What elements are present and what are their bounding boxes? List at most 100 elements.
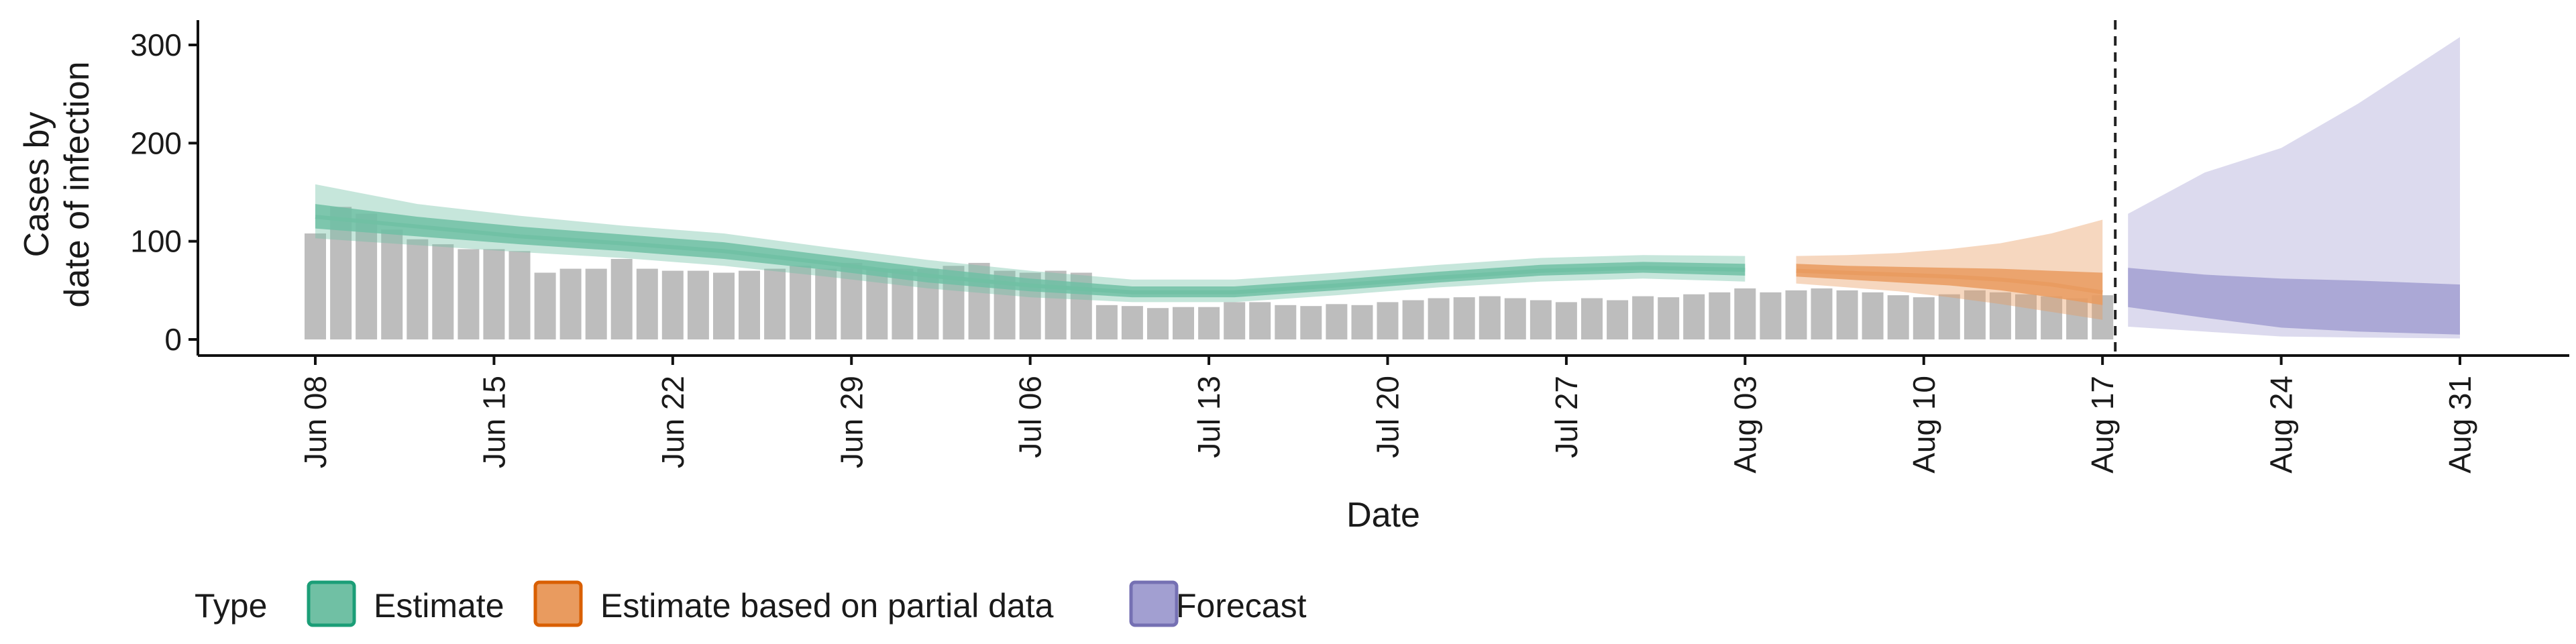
reported-cases-bar <box>1887 295 1909 339</box>
legend-key-estimate <box>307 580 356 627</box>
reported-cases-bar <box>1121 306 1143 339</box>
reported-cases-bar <box>1964 290 1986 339</box>
x-tick-label: Jul 27 <box>1549 376 1584 458</box>
reported-cases-bar <box>1377 302 1399 339</box>
legend-title: Type <box>195 587 267 625</box>
x-tick-label: Jul 20 <box>1371 376 1405 458</box>
reported-cases-bar <box>790 266 812 340</box>
reported-cases-bar <box>1275 305 1297 339</box>
reported-cases-bar <box>739 270 760 339</box>
reported-cases-bar <box>381 229 403 339</box>
reported-cases-bar <box>1632 296 1654 339</box>
reported-cases-bar <box>687 270 709 339</box>
reported-cases-bar <box>636 268 658 339</box>
reported-cases-bar <box>1249 302 1271 339</box>
y-tick-label: 100 <box>130 224 182 259</box>
reported-cases-bar <box>866 268 888 339</box>
x-tick-label: Jun 15 <box>476 376 511 468</box>
forecast-band-50 <box>2128 268 2460 335</box>
y-tick-label: 0 <box>164 322 182 357</box>
x-axis-title: Date <box>1346 496 1420 535</box>
reported-cases-bar <box>815 268 837 339</box>
x-tick-label: Aug 17 <box>2085 376 2120 474</box>
reported-cases-bar <box>1760 292 1782 339</box>
legend-key-partial-estimate <box>533 580 583 627</box>
reported-cases-bar <box>1938 294 1960 339</box>
reported-cases-bar <box>483 249 505 339</box>
reported-cases-bars <box>305 207 2114 340</box>
x-tick-label: Aug 03 <box>1727 376 1762 474</box>
reported-cases-bar <box>1147 308 1169 339</box>
reported-cases-bar <box>508 251 531 339</box>
reported-cases-bar <box>1453 297 1475 339</box>
x-tick-label: Aug 10 <box>1907 376 1941 474</box>
reported-cases-bar <box>534 272 556 339</box>
partial-estimate-median-line <box>1796 268 2103 294</box>
estimate-band-50 <box>315 204 1746 298</box>
estimate-median-line <box>315 215 1746 294</box>
reported-cases-bar <box>1989 292 2011 339</box>
reported-cases-bar <box>458 249 480 339</box>
reported-cases-bar <box>1173 307 1194 339</box>
reported-cases-bar <box>1224 302 1246 339</box>
reported-cases-bar <box>1402 300 1424 339</box>
estimate-bands <box>315 37 2460 339</box>
axes: 0 100 200 300 Jun 08 Jun 15 Jun 22 Jun 29 Jul 06… <box>130 20 2569 474</box>
reported-cases-bar <box>585 268 607 339</box>
reported-cases-bar <box>1658 297 1680 339</box>
reported-cases-bar <box>1709 292 1731 339</box>
reported-cases-bar <box>2041 296 2063 339</box>
reported-cases-bar <box>1836 290 1858 339</box>
x-tick-label: Jul 06 <box>1013 376 1048 458</box>
reported-cases-bar <box>1607 300 1629 339</box>
reported-cases-bar <box>1095 305 1118 339</box>
reported-cases-bar <box>1555 302 1577 339</box>
x-tick-label: Jul 13 <box>1191 376 1226 458</box>
y-axis-title-line-2: date of infection <box>58 61 97 307</box>
reported-cases-bar <box>892 268 914 339</box>
reported-cases-bar <box>661 270 684 339</box>
reported-cases-bar <box>356 213 378 339</box>
reported-cases-bar <box>559 268 582 339</box>
legend-key-forecast <box>1129 580 1179 627</box>
x-tick-label: Aug 31 <box>2443 376 2477 474</box>
y-axis-title-line-1: Cases by <box>17 112 56 258</box>
reported-cases-bar <box>1785 290 1807 339</box>
reported-cases-bar <box>1428 298 1450 339</box>
reported-cases-bar <box>841 262 863 339</box>
reported-cases-bar <box>1734 288 1756 339</box>
reported-cases-bar <box>1351 305 1373 339</box>
reported-cases-bar <box>2066 298 2088 339</box>
reported-cases-bar <box>1913 297 1935 339</box>
x-tick-label: Jun 08 <box>298 376 333 468</box>
reported-cases-bar <box>1862 292 1884 339</box>
forecast-band-90 <box>2128 37 2460 339</box>
reported-cases-bar <box>1326 304 1348 339</box>
reported-cases-bar <box>432 244 454 339</box>
y-tick-label: 300 <box>130 28 182 62</box>
reported-cases-bar <box>1581 298 1603 339</box>
reported-cases-bar <box>1300 306 1322 339</box>
reported-cases-bar <box>1198 307 1220 339</box>
reported-cases-bar <box>764 268 786 339</box>
legend: Type Estimate Estimate based on partial … <box>195 580 1307 627</box>
x-tick-label: Aug 24 <box>2264 376 2299 474</box>
reported-cases-bar <box>1479 296 1501 339</box>
legend-label-estimate: Estimate <box>374 587 504 625</box>
reported-cases-bar <box>305 233 326 339</box>
x-tick-label: Jun 22 <box>655 376 690 468</box>
reported-cases-bar <box>2015 294 2037 339</box>
x-tick-label: Jun 29 <box>834 376 869 468</box>
reported-cases-bar <box>1811 288 1833 339</box>
reported-cases-bar <box>713 272 735 339</box>
reported-cases-bar <box>610 259 633 339</box>
reported-cases-bar <box>1683 294 1705 339</box>
reported-cases-bar <box>407 239 429 339</box>
y-tick-label: 200 <box>130 125 182 160</box>
reported-cases-bar <box>1504 298 1526 339</box>
legend-label-partial-estimate: Estimate based on partial data <box>600 587 1054 625</box>
reported-cases-bar <box>1529 300 1552 339</box>
estimate-band-90 <box>315 184 1746 303</box>
legend-label-forecast: Forecast <box>1176 587 1307 625</box>
